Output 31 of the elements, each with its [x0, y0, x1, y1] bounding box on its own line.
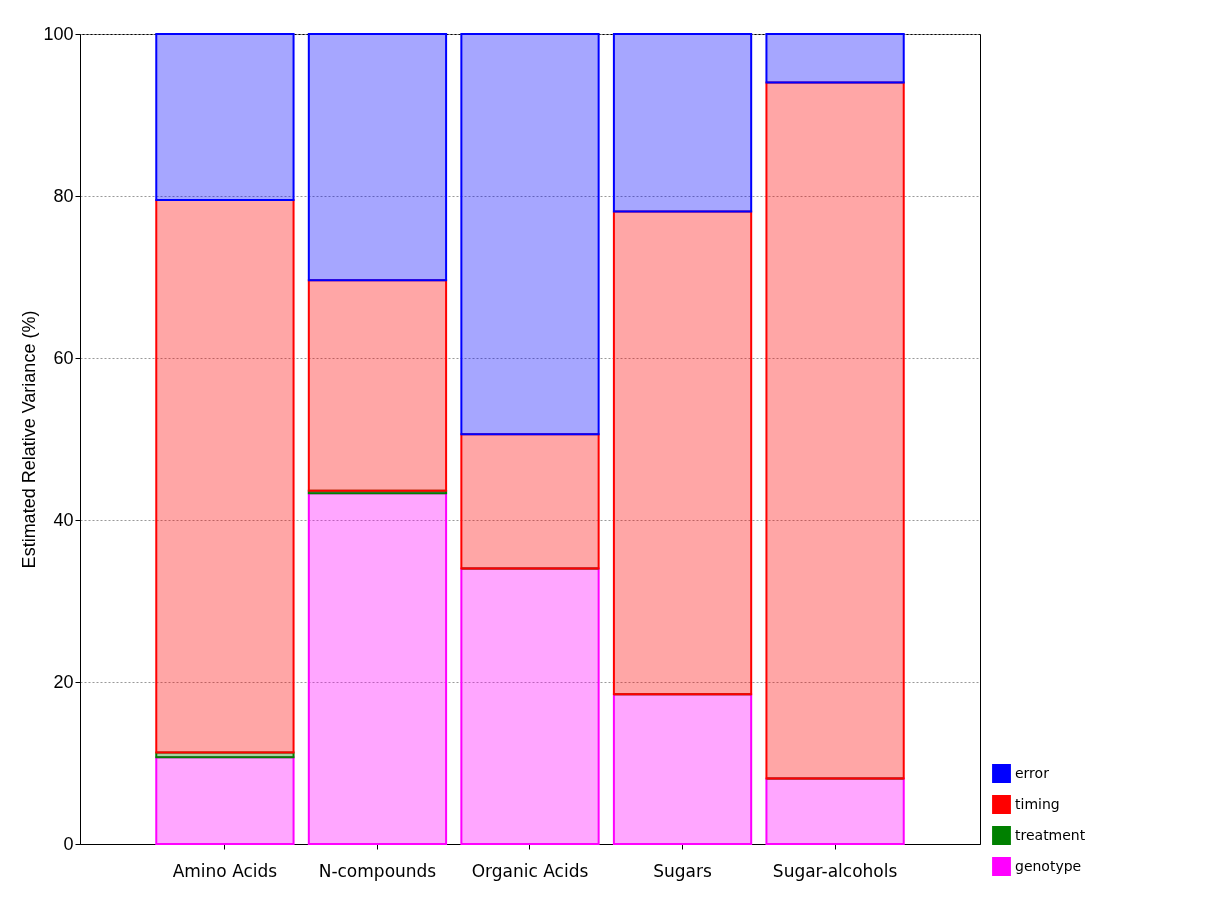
y-tick-label: 0	[63, 833, 74, 854]
bar	[155, 33, 295, 202]
legend-label: timing	[1015, 795, 1060, 812]
x-tick-label: Amino Acids	[172, 860, 278, 881]
legend-label: treatment	[1015, 826, 1086, 843]
legend-label: error	[1015, 764, 1050, 781]
x-tick-label: Organic Acids	[471, 860, 589, 881]
bar	[460, 33, 600, 436]
bar	[307, 279, 448, 492]
bar	[765, 777, 905, 845]
bar	[460, 567, 600, 845]
bar	[612, 693, 753, 845]
bar	[307, 33, 448, 282]
y-tick-label: 80	[53, 185, 74, 206]
bar	[460, 433, 600, 570]
y-axis-title: Estimated Relative Variance (%)	[19, 310, 40, 569]
bar	[765, 33, 905, 84]
x-tick-label: Sugars	[653, 860, 712, 881]
bar	[612, 33, 753, 213]
x-tick-label: Sugar-alcohols	[772, 860, 898, 881]
bar	[155, 756, 295, 845]
y-tick-label: 40	[53, 509, 74, 530]
legend-label: genotype	[1015, 857, 1082, 874]
bar	[307, 492, 448, 845]
bar	[155, 199, 295, 754]
y-tick-label: 20	[53, 671, 74, 692]
x-tick-label: N-compounds	[318, 860, 437, 881]
bar	[612, 210, 753, 696]
bar	[765, 81, 905, 780]
y-tick-label: 60	[53, 347, 74, 368]
y-tick-label: 100	[43, 23, 74, 44]
